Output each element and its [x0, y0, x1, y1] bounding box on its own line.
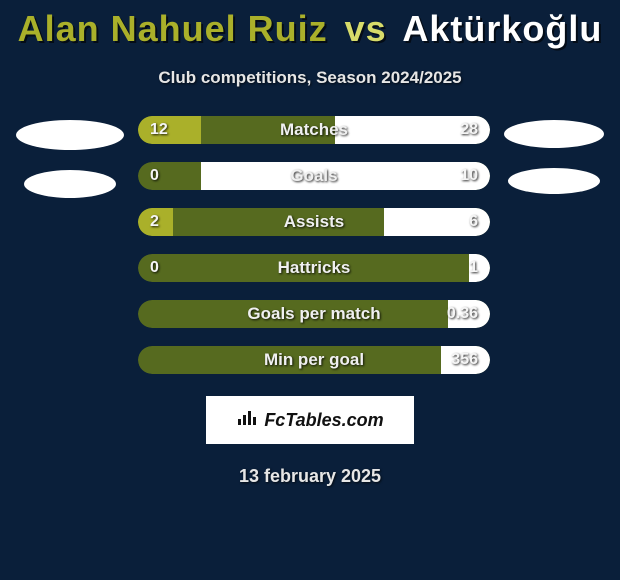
vs-label: vs	[345, 8, 387, 49]
stat-bars: 1228Matches 010Goals 26Assists 01Hattricks 0…	[138, 116, 490, 374]
placeholder-ellipse	[508, 168, 600, 194]
placeholder-ellipse	[24, 170, 116, 198]
source-text: FcTables.com	[264, 410, 383, 431]
stat-fill-right	[335, 116, 490, 144]
stat-fill-right	[384, 208, 490, 236]
page-title: Alan Nahuel Ruiz vs Aktürkoğlu	[0, 8, 620, 50]
player2-name: Aktürkoğlu	[402, 8, 602, 49]
date-label: 13 february 2025	[0, 466, 620, 487]
stat-row: 0.36Goals per match	[138, 300, 490, 328]
source-badge: FcTables.com	[206, 396, 414, 444]
stat-fill-left	[138, 116, 201, 144]
stats-area: 1228Matches 010Goals 26Assists 01Hattricks 0…	[0, 116, 620, 374]
placeholder-ellipse	[504, 120, 604, 148]
stat-row: 356Min per goal	[138, 346, 490, 374]
stat-fill-right	[201, 162, 490, 190]
stat-track	[138, 346, 490, 374]
stat-row: 010Goals	[138, 162, 490, 190]
stat-track	[138, 300, 490, 328]
placeholder-ellipse	[16, 120, 124, 150]
player1-name: Alan Nahuel Ruiz	[18, 8, 328, 49]
stat-row: 1228Matches	[138, 116, 490, 144]
bar-chart-icon	[236, 409, 258, 432]
comparison-card: Alan Nahuel Ruiz vs Aktürkoğlu Club comp…	[0, 0, 620, 487]
subtitle: Club competitions, Season 2024/2025	[0, 68, 620, 88]
stat-row: 26Assists	[138, 208, 490, 236]
stat-fill-left	[138, 208, 173, 236]
stat-fill-right	[448, 300, 490, 328]
stat-fill-right	[441, 346, 490, 374]
right-placeholder-col	[504, 116, 604, 194]
left-placeholder-col	[16, 116, 124, 198]
stat-row: 01Hattricks	[138, 254, 490, 282]
stat-fill-right	[469, 254, 490, 282]
stat-track	[138, 254, 490, 282]
